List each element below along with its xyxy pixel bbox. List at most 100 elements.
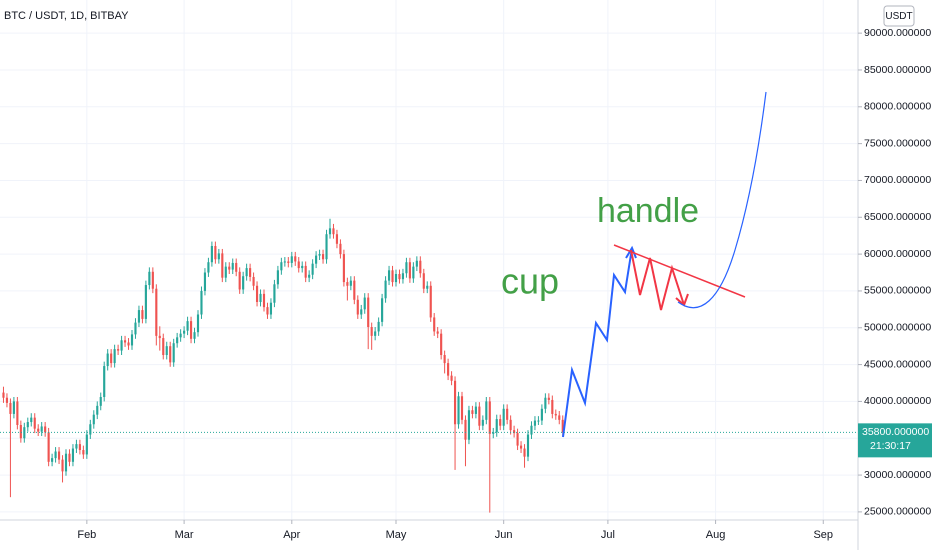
candle-body (68, 453, 71, 462)
y-tick-label: 55000.000000 (864, 285, 931, 297)
candle-body (297, 261, 300, 269)
candle-body (26, 422, 29, 428)
candle-body (335, 234, 339, 244)
candle-body (544, 397, 547, 409)
candle-body (183, 330, 186, 334)
countdown: 21:30:17 (870, 440, 911, 452)
candle-body (117, 349, 120, 351)
candle-body (519, 445, 523, 449)
candle-body (169, 346, 172, 363)
candle-body (255, 285, 259, 302)
candle-body (495, 419, 498, 433)
candle-body (450, 375, 453, 381)
annotation: cup (501, 261, 559, 302)
candle-body (412, 266, 415, 279)
candle-body (540, 408, 543, 421)
candle-body (360, 309, 363, 315)
candle-body (273, 284, 276, 303)
candle-body (537, 420, 540, 422)
y-tick-label: 90000.000000 (864, 27, 931, 39)
y-tick-label: 50000.000000 (864, 322, 931, 334)
candle-body (155, 288, 158, 336)
candle-body (16, 401, 19, 425)
candle-body (141, 310, 144, 319)
candle-body (422, 273, 425, 289)
y-tick-label: 70000.000000 (864, 174, 931, 186)
candle-body (408, 262, 411, 279)
breakout-curve (677, 91, 767, 309)
candle-body (492, 432, 495, 434)
candle-body (82, 450, 85, 455)
candle-body (269, 302, 273, 315)
candle-body (467, 410, 471, 440)
candle-body (196, 314, 200, 333)
candle-body (381, 298, 384, 322)
y-tick-label: 65000.000000 (864, 211, 931, 223)
candle-body (443, 355, 446, 364)
candle-body (137, 310, 141, 323)
candle-body (165, 346, 168, 356)
candle-body (370, 327, 373, 336)
candle-body (44, 426, 47, 433)
x-tick-label: May (386, 529, 407, 541)
candle-body (75, 444, 78, 449)
candle-body (401, 273, 405, 280)
candle-body (276, 270, 279, 285)
candle-body (64, 453, 68, 472)
candle-body (308, 274, 311, 278)
candle-body (474, 406, 477, 414)
candle-body (440, 333, 443, 356)
x-tick-label: Aug (706, 529, 726, 541)
candle-body (398, 273, 401, 280)
candle-body (391, 270, 394, 283)
candle-body (377, 321, 380, 332)
candle-body (367, 297, 370, 328)
candle-body (384, 280, 387, 299)
candle-body (207, 262, 210, 273)
candle-body (245, 268, 248, 277)
last-price-label: 35800.000000 (862, 426, 929, 438)
candle-body (259, 293, 262, 302)
x-tick-label: Mar (175, 529, 194, 541)
x-tick-label: Sep (813, 529, 833, 541)
candle-body (478, 406, 481, 426)
candle-body (315, 255, 318, 264)
currency-button[interactable] (883, 5, 915, 27)
x-tick-label: Apr (283, 529, 300, 541)
candle-body (103, 366, 106, 397)
candle-body (120, 340, 123, 351)
candle-body (179, 333, 182, 338)
candle-body (318, 254, 321, 256)
arrow-head (625, 245, 637, 259)
candle-body (294, 256, 297, 262)
candle-body (144, 285, 147, 319)
y-tick-label: 60000.000000 (864, 248, 931, 260)
candle-body (57, 451, 61, 460)
candle-body (321, 254, 325, 260)
candle-body (328, 228, 332, 235)
currency-button-label[interactable]: USDT (885, 11, 912, 22)
candle-body (5, 397, 9, 403)
candle-body (363, 297, 366, 310)
candle-body (387, 270, 391, 281)
candle-body (9, 402, 12, 414)
candle-body (158, 335, 161, 339)
candle-body (210, 246, 213, 263)
candle-body (558, 415, 561, 420)
candle-body (172, 343, 175, 363)
candle-body (523, 448, 526, 457)
candle-body (266, 307, 269, 315)
candle-body (249, 268, 252, 277)
candle-body (513, 430, 516, 434)
candle-body (242, 276, 245, 290)
candle-body (415, 260, 418, 267)
candle-body (405, 262, 408, 274)
candle-body (162, 338, 165, 356)
x-tick-label: Feb (77, 529, 96, 541)
candle-body (332, 228, 335, 235)
candle-body (509, 419, 512, 431)
candle-body (30, 417, 33, 423)
candle-body (148, 271, 151, 286)
candle-body (89, 424, 92, 435)
